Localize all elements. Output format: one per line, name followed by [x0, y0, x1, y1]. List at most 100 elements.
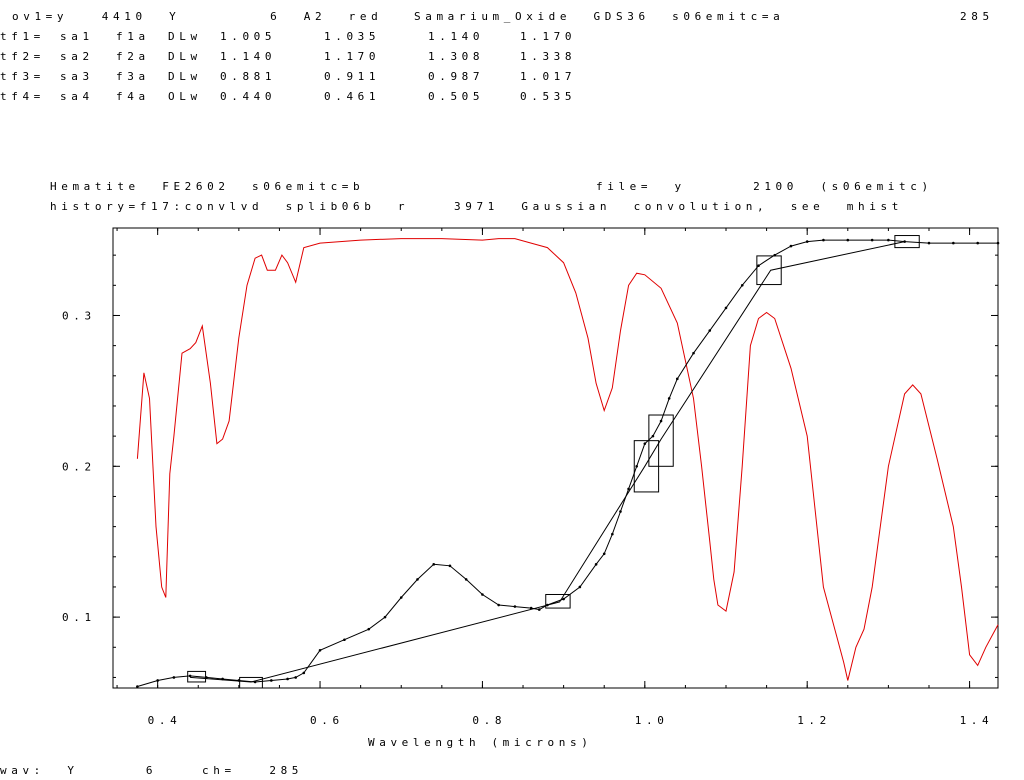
- tf-cell-v2: 0.911: [324, 70, 381, 83]
- series-point: [602, 552, 606, 556]
- feature-box: [756, 255, 782, 286]
- feature-boxes: [187, 235, 920, 689]
- series-point: [270, 679, 273, 682]
- tf-cell-v4: 0.535: [520, 90, 577, 103]
- tf-cell-b: f3a: [116, 70, 150, 83]
- series-point: [619, 510, 622, 513]
- x-tick-label: 0.6: [310, 714, 344, 727]
- series-line-2: [190, 241, 905, 683]
- series-point: [136, 685, 139, 688]
- series-point: [537, 608, 541, 611]
- tf-cell-v3: 0.987: [428, 70, 485, 83]
- x-tick-label: 1.2: [797, 714, 831, 727]
- series-point: [611, 532, 614, 536]
- tf-cell-a: sa1: [60, 30, 94, 43]
- series-point: [659, 419, 663, 423]
- tf-cell-c: DLw: [168, 50, 202, 63]
- series-point: [188, 674, 192, 678]
- tf-cell-v4: 1.017: [520, 70, 577, 83]
- series-point: [789, 244, 793, 248]
- plot-header-left: Hematite FE2602 s06emitc=b: [50, 180, 365, 193]
- y-tick-label: 0.1: [62, 611, 96, 624]
- series-point: [286, 677, 289, 681]
- series-line-1: [137, 239, 998, 687]
- tf-cell-name: tf1=: [0, 30, 45, 43]
- tf-cell-c: OLw: [168, 90, 202, 103]
- x-tick-label: 0.4: [148, 714, 182, 727]
- tf-cell-name: tf4=: [0, 90, 45, 103]
- series-point: [594, 563, 598, 566]
- header-line1-right: 285: [960, 10, 994, 23]
- series-point: [643, 442, 647, 445]
- series-point: [627, 487, 630, 491]
- series-point: [513, 605, 517, 608]
- tf-cell-v3: 1.140: [428, 30, 485, 43]
- tf-cell-v1: 1.140: [220, 50, 277, 63]
- series-point: [675, 377, 679, 381]
- tf-cell-c: DLw: [168, 70, 202, 83]
- series-point: [448, 564, 452, 568]
- tf-row: tf3= sa3 f3a DLw 0.881 0.911 0.987 1.017: [0, 70, 700, 84]
- series-point: [399, 596, 403, 599]
- tf-cell-v1: 0.881: [220, 70, 277, 83]
- series-point: [822, 238, 825, 242]
- header-line1-mid: Samarium_Oxide GDS36 s06emitc=a: [414, 10, 785, 23]
- header-line1-left: ov1=y 4410 Y 6 A2 red: [12, 10, 383, 23]
- tf-cell-v3: 0.505: [428, 90, 485, 103]
- tf-cell-v2: 1.035: [324, 30, 381, 43]
- series-point: [156, 679, 159, 682]
- tf-cell-v4: 1.170: [520, 30, 577, 43]
- series-point: [976, 241, 980, 245]
- series-point: [887, 238, 890, 242]
- series-point: [343, 638, 346, 642]
- tf-cell-a: sa4: [60, 90, 94, 103]
- series-point: [464, 578, 468, 581]
- series-point: [578, 585, 582, 589]
- plot-header-history: history=f17:convlvd splib06b r 3971 Gaus…: [50, 200, 903, 213]
- series-group: [136, 238, 1000, 688]
- tf-row: tf2= sa2 f2a DLw 1.140 1.170 1.308 1.338: [0, 50, 700, 64]
- tf-cell-name: tf2=: [0, 50, 45, 63]
- series-point: [870, 238, 874, 242]
- series-point: [635, 464, 638, 468]
- tf-row: tf1= sa1 f1a DLw 1.005 1.035 1.140 1.170: [0, 30, 700, 44]
- y-tick-label: 0.2: [62, 460, 96, 473]
- tf-cell-name: tf3=: [0, 70, 45, 83]
- tf-cell-v2: 1.170: [324, 50, 381, 63]
- series-point: [996, 241, 1000, 245]
- series-point: [497, 603, 500, 607]
- series-point: [432, 563, 436, 566]
- series-point: [294, 676, 297, 679]
- series-point: [383, 615, 387, 619]
- tf-cell-v1: 0.440: [220, 90, 277, 103]
- series-point: [667, 397, 671, 400]
- series-line-0: [136, 238, 999, 681]
- series-point: [740, 284, 744, 287]
- series-point: [724, 306, 728, 310]
- tf-cell-b: f1a: [116, 30, 150, 43]
- series-point: [651, 434, 655, 438]
- tf-cell-v1: 1.005: [220, 30, 277, 43]
- tf-cell-c: DLw: [168, 30, 202, 43]
- series-point: [481, 593, 484, 596]
- series-point: [692, 351, 695, 355]
- tf-cell-b: f4a: [116, 90, 150, 103]
- series-point: [952, 241, 955, 245]
- series-point: [562, 597, 565, 601]
- series-point: [927, 241, 931, 245]
- plot-frame: [112, 227, 999, 689]
- tf-cell-b: f2a: [116, 50, 150, 63]
- tf-cell-v4: 1.338: [520, 50, 577, 63]
- tf-cell-v3: 1.308: [428, 50, 485, 63]
- series-point: [172, 676, 176, 679]
- series-point: [757, 264, 760, 268]
- feature-box: [239, 676, 263, 689]
- tick-labels: 0.4 0.6 0.8 1.0 1.2 1.4 0.1 0.2 0.3: [62, 309, 994, 727]
- x-tick-label: 1.0: [635, 714, 669, 727]
- tf-cell-a: sa3: [60, 70, 94, 83]
- feature-box: [894, 235, 920, 249]
- series-point: [302, 671, 306, 675]
- x-tick-label: 1.4: [960, 714, 994, 727]
- series-point: [318, 648, 322, 652]
